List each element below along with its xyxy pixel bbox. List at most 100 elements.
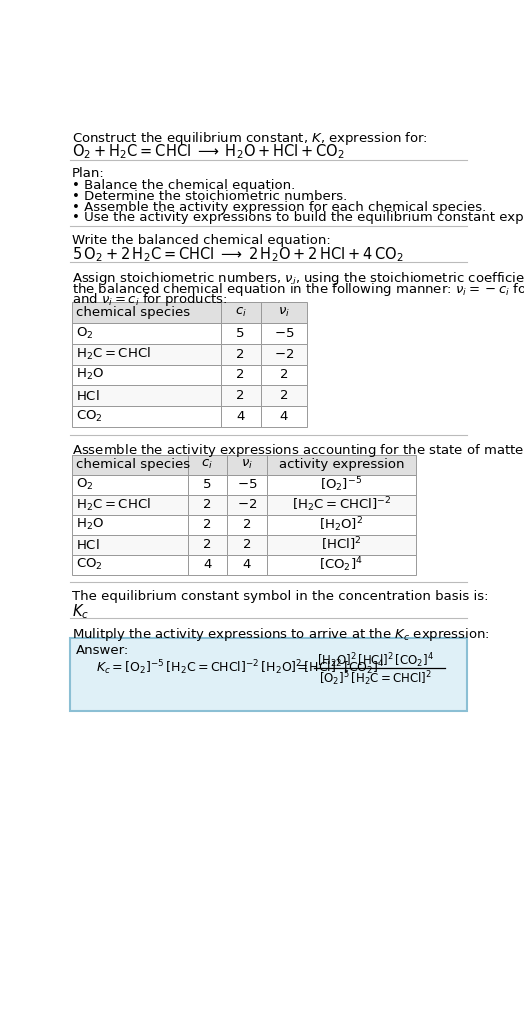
- Bar: [72, 475, 188, 495]
- Bar: [227, 515, 267, 535]
- Bar: [188, 535, 227, 554]
- Bar: [221, 344, 261, 364]
- Text: $\nu_i$: $\nu_i$: [241, 458, 253, 472]
- Text: $\mathrm{O_2}$: $\mathrm{O_2}$: [75, 477, 93, 492]
- Text: $-5$: $-5$: [237, 478, 257, 491]
- Bar: [188, 515, 227, 535]
- Text: $[\mathrm{H_2C{=}CHCl}]^{-2}$: $[\mathrm{H_2C{=}CHCl}]^{-2}$: [292, 495, 391, 514]
- Bar: [261, 386, 307, 406]
- Text: $\mathrm{H_2C{=}CHCl}$: $\mathrm{H_2C{=}CHCl}$: [75, 496, 150, 513]
- Bar: [72, 364, 221, 386]
- Text: 2: 2: [236, 389, 245, 402]
- Bar: [261, 406, 307, 427]
- Text: The equilibrium constant symbol in the concentration basis is:: The equilibrium constant symbol in the c…: [72, 590, 488, 604]
- Bar: [227, 495, 267, 515]
- Text: $[\mathrm{H_2O}]^{2}$: $[\mathrm{H_2O}]^{2}$: [319, 516, 364, 534]
- Text: Plan:: Plan:: [72, 168, 104, 180]
- Text: 2: 2: [243, 519, 251, 531]
- Bar: [72, 386, 221, 406]
- Text: • Use the activity expressions to build the equilibrium constant expression.: • Use the activity expressions to build …: [72, 212, 524, 224]
- Text: $=$: $=$: [294, 659, 308, 672]
- Text: 2: 2: [203, 498, 212, 512]
- Bar: [221, 364, 261, 386]
- Bar: [267, 515, 416, 535]
- Text: $\mathrm{H_2O}$: $\mathrm{H_2O}$: [75, 367, 104, 383]
- Text: 4: 4: [236, 410, 245, 424]
- Text: $-5$: $-5$: [274, 327, 294, 340]
- Bar: [267, 535, 416, 554]
- Bar: [72, 515, 188, 535]
- Bar: [72, 554, 188, 575]
- Text: • Determine the stoichiometric numbers.: • Determine the stoichiometric numbers.: [72, 189, 347, 203]
- Text: $[\mathrm{O_2}]^5\,[\mathrm{H_2C{=}CHCl}]^2$: $[\mathrm{O_2}]^5\,[\mathrm{H_2C{=}CHCl}…: [319, 669, 432, 688]
- Text: $\mathrm{H_2O}$: $\mathrm{H_2O}$: [75, 518, 104, 532]
- Bar: [261, 302, 307, 323]
- Text: $[\mathrm{O_2}]^{-5}$: $[\mathrm{O_2}]^{-5}$: [320, 476, 363, 494]
- Bar: [72, 323, 221, 344]
- Text: 2: 2: [236, 368, 245, 382]
- Text: $[\mathrm{CO_2}]^{4}$: $[\mathrm{CO_2}]^{4}$: [320, 555, 363, 574]
- Text: $\mathrm{HCl}$: $\mathrm{HCl}$: [75, 389, 99, 403]
- Bar: [188, 554, 227, 575]
- Bar: [72, 454, 416, 475]
- Bar: [261, 323, 307, 344]
- Text: Assign stoichiometric numbers, $\nu_i$, using the stoichiometric coefficients, $: Assign stoichiometric numbers, $\nu_i$, …: [72, 270, 524, 286]
- Bar: [72, 454, 188, 475]
- Text: activity expression: activity expression: [279, 458, 404, 472]
- Bar: [221, 302, 261, 323]
- Bar: [72, 302, 221, 323]
- Bar: [188, 454, 227, 475]
- Text: 2: 2: [203, 538, 212, 551]
- Text: $[\mathrm{H_2O}]^2\,[\mathrm{HCl}]^2\,[\mathrm{CO_2}]^4$: $[\mathrm{H_2O}]^2\,[\mathrm{HCl}]^2\,[\…: [317, 651, 434, 670]
- Text: Assemble the activity expressions accounting for the state of matter and $\nu_i$: Assemble the activity expressions accoun…: [72, 442, 524, 459]
- Text: $\mathrm{O_2}$: $\mathrm{O_2}$: [75, 325, 93, 341]
- Text: 4: 4: [203, 559, 212, 571]
- Bar: [72, 406, 221, 427]
- Text: Write the balanced chemical equation:: Write the balanced chemical equation:: [72, 233, 331, 247]
- Text: 2: 2: [203, 519, 212, 531]
- Text: $-2$: $-2$: [237, 498, 257, 512]
- Bar: [72, 535, 188, 554]
- Bar: [221, 386, 261, 406]
- Text: chemical species: chemical species: [75, 458, 190, 472]
- Text: $\mathrm{H_2C{=}CHCl}$: $\mathrm{H_2C{=}CHCl}$: [75, 346, 150, 362]
- Text: $5\,\mathrm{O_2 + 2\,H_2C{=}CHCl \;\longrightarrow\; 2\,H_2O + 2\,HCl + 4\,CO_2}: $5\,\mathrm{O_2 + 2\,H_2C{=}CHCl \;\long…: [72, 246, 403, 264]
- Text: $\mathrm{CO_2}$: $\mathrm{CO_2}$: [75, 409, 102, 425]
- Text: $K_c$: $K_c$: [72, 603, 89, 621]
- Bar: [267, 554, 416, 575]
- Text: 2: 2: [243, 538, 251, 551]
- Bar: [261, 344, 307, 364]
- Text: • Assemble the activity expression for each chemical species.: • Assemble the activity expression for e…: [72, 201, 486, 214]
- Text: Construct the equilibrium constant, $K$, expression for:: Construct the equilibrium constant, $K$,…: [72, 131, 428, 147]
- Bar: [227, 535, 267, 554]
- Bar: [267, 454, 416, 475]
- Text: 2: 2: [280, 389, 288, 402]
- Bar: [267, 495, 416, 515]
- Bar: [72, 495, 188, 515]
- Bar: [227, 475, 267, 495]
- Text: $\mathrm{O_2 + H_2C{=}CHCl \;\longrightarrow\; H_2O + HCl + CO_2}$: $\mathrm{O_2 + H_2C{=}CHCl \;\longrighta…: [72, 143, 345, 162]
- Bar: [188, 495, 227, 515]
- Text: $\mathrm{HCl}$: $\mathrm{HCl}$: [75, 538, 99, 551]
- Bar: [72, 302, 307, 323]
- Text: 4: 4: [243, 559, 251, 571]
- Bar: [221, 406, 261, 427]
- Text: $\mathrm{CO_2}$: $\mathrm{CO_2}$: [75, 558, 102, 572]
- Text: Answer:: Answer:: [77, 644, 129, 657]
- Text: 2: 2: [236, 348, 245, 361]
- Text: 4: 4: [280, 410, 288, 424]
- Text: 5: 5: [236, 327, 245, 340]
- Bar: [227, 554, 267, 575]
- Bar: [188, 475, 227, 495]
- Bar: [261, 364, 307, 386]
- Bar: [267, 475, 416, 495]
- Text: 5: 5: [203, 478, 212, 491]
- Text: and $\nu_i = c_i$ for products:: and $\nu_i = c_i$ for products:: [72, 292, 227, 308]
- Bar: [221, 323, 261, 344]
- Bar: [227, 454, 267, 475]
- Text: Mulitply the activity expressions to arrive at the $K_c$ expression:: Mulitply the activity expressions to arr…: [72, 626, 489, 642]
- Text: $c_i$: $c_i$: [201, 458, 213, 472]
- Text: $-2$: $-2$: [274, 348, 294, 361]
- Text: $\nu_i$: $\nu_i$: [278, 306, 290, 319]
- Text: • Balance the chemical equation.: • Balance the chemical equation.: [72, 179, 295, 192]
